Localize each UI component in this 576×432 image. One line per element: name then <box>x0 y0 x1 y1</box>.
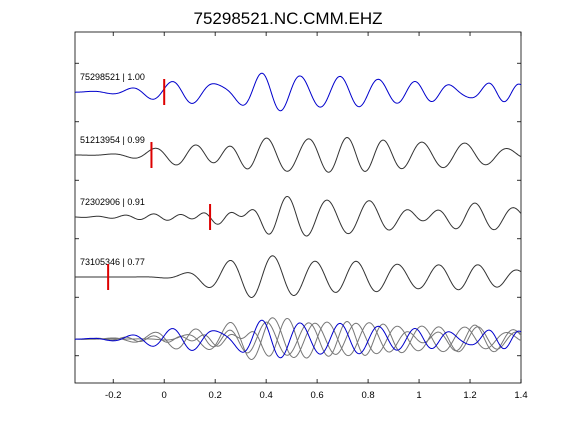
chart-title: 75298521.NC.CMM.EHZ <box>194 9 383 28</box>
plot-frame <box>74 31 522 384</box>
x-tick-label: 0.4 <box>260 390 273 401</box>
trace-line <box>74 72 522 112</box>
trace-label: 75298521 | 1.00 <box>80 72 145 82</box>
x-tick-label: 0.2 <box>209 390 222 401</box>
x-tick-label: 1.2 <box>463 390 476 401</box>
trace-group: 75298521 | 1.00 51213954 | 0.99 72302906 |… <box>74 72 522 298</box>
trace-label: 73105346 | 0.77 <box>80 257 145 267</box>
trace-label: 72302906 | 0.91 <box>80 197 145 207</box>
x-tick-label: 0.6 <box>311 390 324 401</box>
axis-ticks: -0.2 0 0.2 0.4 0.6 0.8 1 1.2 1.4 <box>75 32 528 401</box>
overlay-line <box>74 319 522 359</box>
x-tick-label: 1.4 <box>514 390 527 401</box>
overlay-line <box>74 321 522 357</box>
trace-label: 51213954 | 0.99 <box>80 135 145 145</box>
overlay-stack <box>74 317 522 360</box>
overlay-line <box>75 317 522 360</box>
x-tick-label: -0.2 <box>105 390 121 401</box>
overlay-line <box>74 317 522 359</box>
trace-line <box>75 255 522 298</box>
x-tick-label: 0.8 <box>361 390 374 401</box>
x-tick-label: 1 <box>416 390 421 401</box>
trace-line <box>74 195 522 237</box>
trace-line <box>74 137 522 173</box>
x-tick-label: 0 <box>162 390 167 401</box>
